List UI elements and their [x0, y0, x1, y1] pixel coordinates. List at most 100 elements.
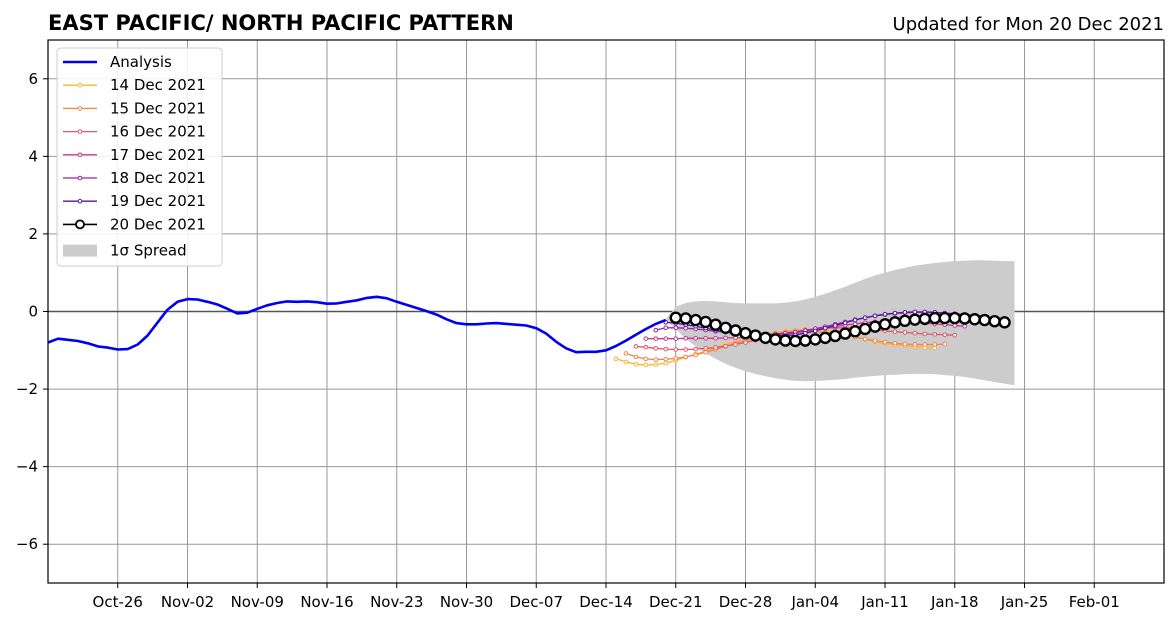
series-point [683, 354, 689, 360]
legend-label: 17 Dec 2021 [110, 146, 206, 164]
analysis-layer [47, 295, 667, 354]
series-point [653, 346, 659, 351]
series-point [623, 351, 629, 356]
legend-marker [77, 82, 83, 88]
series-point [942, 341, 948, 347]
series-point [743, 340, 748, 345]
legend-item: 17 Dec 2021 [63, 146, 206, 164]
series-point [703, 335, 708, 341]
chart-subtitle: Updated for Mon 20 Dec 2021 [893, 14, 1164, 35]
series-point [968, 313, 981, 326]
series-point [693, 352, 698, 358]
series-point [978, 313, 991, 327]
series-point [643, 336, 649, 341]
legend-marker [77, 175, 83, 181]
series-point [739, 327, 752, 340]
series-point [858, 322, 872, 336]
series-point [922, 331, 928, 337]
series-point [663, 356, 669, 362]
series-point [888, 316, 902, 329]
series-point [852, 317, 858, 323]
series-point [663, 325, 669, 331]
series-point [799, 334, 812, 347]
x-tick-label: Dec-14 [579, 593, 633, 611]
series-point [948, 311, 961, 325]
series-point [749, 329, 762, 342]
legend-item: 18 Dec 2021 [63, 169, 206, 187]
series-point [653, 362, 659, 367]
series-point [713, 335, 718, 341]
series-point [872, 338, 878, 343]
x-tick-label: Oct-26 [93, 593, 143, 611]
x-tick-label: Jan-04 [790, 593, 839, 611]
series-point [673, 336, 679, 341]
series-point [683, 347, 689, 352]
legend-marker [77, 152, 83, 158]
series-point [938, 311, 951, 325]
series-point [689, 313, 702, 327]
legend-marker [75, 219, 85, 230]
x-tick-label: Dec-28 [719, 593, 773, 611]
series-point [663, 346, 669, 352]
series-point [862, 336, 868, 342]
series-point [918, 312, 932, 326]
legend: Analysis 14 Dec 2021 15 Dec 2021 16 Dec 202… [56, 47, 223, 267]
series-point [663, 360, 669, 366]
y-tick-label: 6 [28, 70, 38, 88]
series-point [998, 316, 1011, 329]
series-point [932, 342, 938, 347]
series-point [942, 332, 948, 338]
legend-item: 19 Dec 2021 [63, 192, 206, 210]
legend-item: 14 Dec 2021 [63, 76, 206, 94]
x-tick-label: Feb-01 [1069, 593, 1120, 611]
legend-swatch [63, 244, 97, 257]
series-point [633, 354, 639, 360]
y-tick-label: 4 [28, 147, 38, 165]
y-tick-label: 2 [28, 225, 38, 243]
series-point [693, 335, 698, 341]
series-point [809, 333, 822, 346]
legend-label: 15 Dec 2021 [110, 99, 206, 117]
series-point [882, 339, 888, 345]
legend-item: 20 Dec 2021 [63, 215, 206, 233]
chart-title: EAST PACIFIC/ NORTH PACIFIC PATTERN [48, 11, 514, 35]
analysis-line [47, 295, 667, 354]
x-tick-label: Jan-18 [930, 593, 979, 611]
series-point [902, 341, 908, 347]
legend-label: 20 Dec 2021 [110, 215, 206, 233]
x-tick-label: Jan-25 [1000, 593, 1049, 611]
series-point [613, 356, 619, 362]
series-point [643, 362, 649, 368]
series-point [673, 325, 679, 331]
series-point [962, 323, 968, 329]
x-tick-label: Nov-09 [231, 593, 284, 611]
series-point [828, 329, 842, 343]
legend-marker [77, 129, 83, 134]
series-point [868, 320, 882, 333]
series-point [952, 332, 958, 338]
series-point [643, 356, 649, 362]
y-tick-label: 0 [28, 303, 38, 321]
legend-item: 16 Dec 2021 [63, 123, 206, 141]
series-layer [613, 309, 1011, 368]
series-point [679, 312, 692, 325]
series-point [842, 320, 848, 326]
series-point [862, 315, 868, 321]
x-tick-label: Jan-11 [860, 593, 909, 611]
series-point [703, 346, 708, 351]
series-point [902, 309, 908, 315]
series-point [958, 312, 971, 325]
series-point [633, 344, 639, 349]
series-point [908, 313, 922, 326]
x-tick-label: Nov-16 [300, 593, 353, 611]
legend-marker [77, 106, 83, 111]
series-point [669, 311, 682, 324]
legend-label: 16 Dec 2021 [110, 123, 206, 141]
legend-label: 18 Dec 2021 [110, 169, 206, 187]
series-point [709, 318, 722, 331]
x-tick-label: Nov-30 [440, 593, 493, 611]
series-point [653, 357, 659, 362]
series-point [779, 334, 792, 347]
series-point [683, 335, 689, 341]
